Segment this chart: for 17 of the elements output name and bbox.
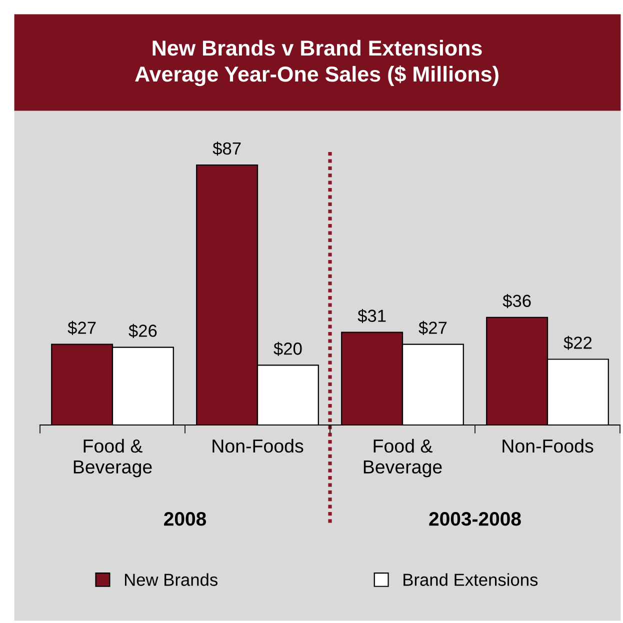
data-label: $22 bbox=[564, 336, 592, 350]
x-tick-label: Food & Beverage bbox=[364, 438, 442, 478]
x-tick-label: Non-Foods bbox=[212, 438, 304, 453]
text: 2008 bbox=[164, 512, 206, 526]
data-label: $87 bbox=[212, 142, 241, 156]
legend-label: Brand Extensions bbox=[404, 573, 538, 586]
data-label: $26 bbox=[128, 324, 157, 338]
chart-title: New Brands v Brand Extensions Average Year-One Sales ($ Millions) bbox=[135, 40, 498, 86]
data-label: $36 bbox=[502, 294, 531, 308]
data-label: $20 bbox=[274, 342, 302, 356]
data-label: $31 bbox=[358, 308, 386, 324]
x-tick-label: Food & Beverage bbox=[74, 438, 152, 478]
text: 2003-2008 bbox=[429, 512, 521, 526]
data-label: $27 bbox=[418, 320, 447, 335]
x-tick-label: Non-Foods bbox=[502, 438, 594, 453]
legend-label: New Brands bbox=[124, 573, 218, 586]
data-label: $27 bbox=[68, 320, 96, 335]
